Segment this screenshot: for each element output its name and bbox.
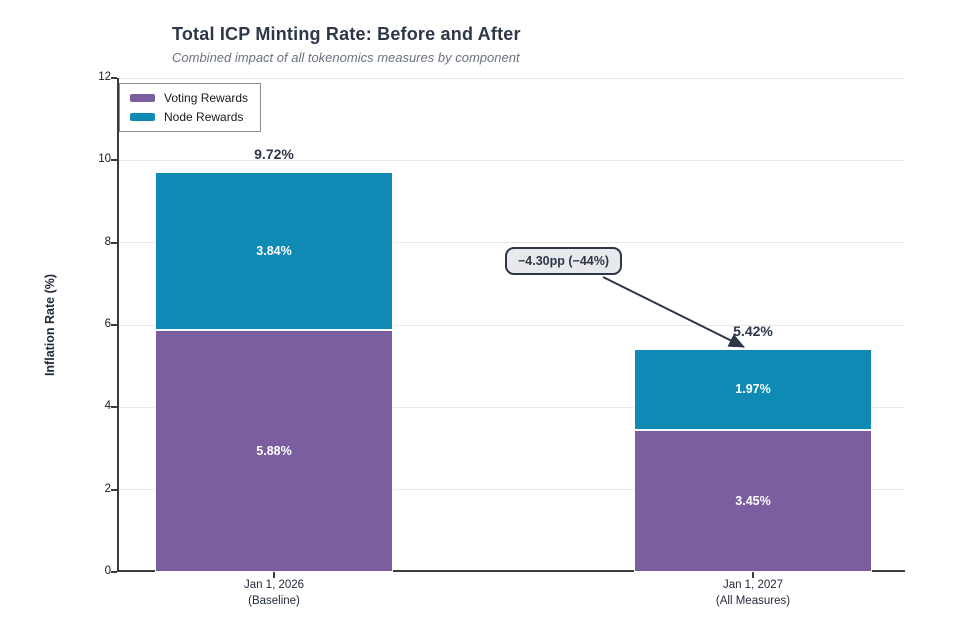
bar-value-label: 5.88% [256, 443, 292, 458]
y-tick-mark [111, 77, 117, 79]
x-tick-line2: (All Measures) [715, 594, 791, 607]
legend-label: Voting Rewards [164, 91, 249, 105]
annotation-callout: −4.30pp (−44%) [505, 247, 623, 275]
y-tick-mark [111, 324, 117, 326]
y-tick-mark [111, 241, 117, 244]
legend-item-voting-rewards: Voting Rewards [130, 91, 248, 105]
bar-segment-voting-rewards: 5.88% [155, 329, 393, 572]
plot-area: 0 2 4 6 8 10 12 5.88% 3.84% 9.72% Jan 1, 2026 (Base… [98, 71, 905, 607]
gridline [119, 159, 905, 161]
total-label: 5.42% [733, 322, 773, 339]
chart-subtitle: Combined impact of all tokenomics measur… [172, 50, 520, 65]
legend: Voting Rewards Node Rewards [119, 83, 262, 132]
y-tick-label: 0 [104, 565, 111, 577]
y-tick-mark [111, 488, 117, 491]
node-rewards-swatch-icon [130, 113, 155, 121]
gridline [119, 77, 905, 79]
voting-rewards-swatch-icon [130, 94, 155, 102]
bar-value-label: 3.45% [735, 493, 771, 508]
gridline [119, 406, 905, 408]
gridline [119, 324, 905, 326]
chart-title: Total ICP Minting Rate: Before and After [172, 24, 521, 44]
bar-segment-node-rewards: 3.84% [155, 171, 393, 330]
y-tick-label: 12 [98, 71, 111, 83]
bar-value-label: 3.84% [256, 243, 292, 258]
x-tick-label: Jan 1, 2026 (Baseline) [174, 578, 374, 609]
y-tick-label: 2 [104, 482, 111, 495]
x-tick-mark [273, 572, 275, 578]
x-tick-line2: (Baseline) [248, 594, 300, 607]
x-tick-line1: Jan 1, 2027 [722, 579, 784, 591]
x-tick-mark [752, 572, 754, 578]
y-tick-label: 10 [98, 153, 111, 166]
x-tick-line1: Jan 1, 2026 [243, 579, 305, 591]
bar-segment-voting-rewards: 3.45% [634, 429, 872, 572]
y-tick-mark [111, 571, 117, 573]
gridline [119, 489, 905, 491]
y-tick-label: 6 [104, 318, 111, 330]
total-label: 9.72% [254, 145, 294, 162]
annotation-text: −4.30pp (−44%) [518, 254, 610, 268]
legend-label: Node Rewards [164, 110, 244, 124]
gridline [119, 242, 905, 244]
bar-value-label: 1.97% [735, 382, 771, 397]
bar-segment-node-rewards: 1.97% [634, 348, 872, 430]
x-tick-label: Jan 1, 2027 (All Measures) [653, 578, 853, 609]
y-tick-mark [111, 159, 117, 162]
y-tick-mark [111, 406, 117, 409]
legend-item-node-rewards: Node Rewards [130, 110, 248, 124]
y-tick-label: 8 [104, 235, 111, 248]
y-tick-label: 4 [104, 400, 111, 413]
